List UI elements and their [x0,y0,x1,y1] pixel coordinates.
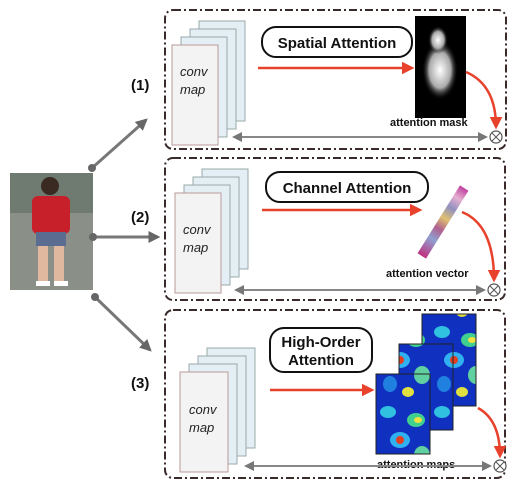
caption: attention mask [390,117,469,129]
caption: attention vector [386,268,469,280]
attention-vector [417,185,469,259]
branch-dot [88,164,96,172]
branch-dot [89,233,97,241]
conv-label: conv [189,402,218,417]
panel: (3) conv map High-Order Attention attent… [131,309,507,479]
panel: (2) conv map Channel Attention attention… [131,157,506,301]
panel-number: (1) [131,77,149,94]
conv-label: conv [183,222,212,237]
panel-number: (3) [131,375,149,392]
branch-dot [91,293,99,301]
conv-label: map [183,240,208,255]
attention-title: Attention [288,352,354,369]
attention-title: Spatial Attention [278,35,397,52]
attention-title: High-Order [281,334,360,351]
attention-title: Channel Attention [283,180,412,197]
attention-map [375,373,431,455]
panel: (1) conv map Spatial Attention attention… [131,9,507,150]
panel-number: (2) [131,209,149,226]
conv-label: map [180,82,205,97]
conv-label: conv [180,64,209,79]
person-image [10,173,93,290]
branch-arrow [91,118,148,170]
conv-label: map [189,420,214,435]
branch-arrow [93,295,152,352]
